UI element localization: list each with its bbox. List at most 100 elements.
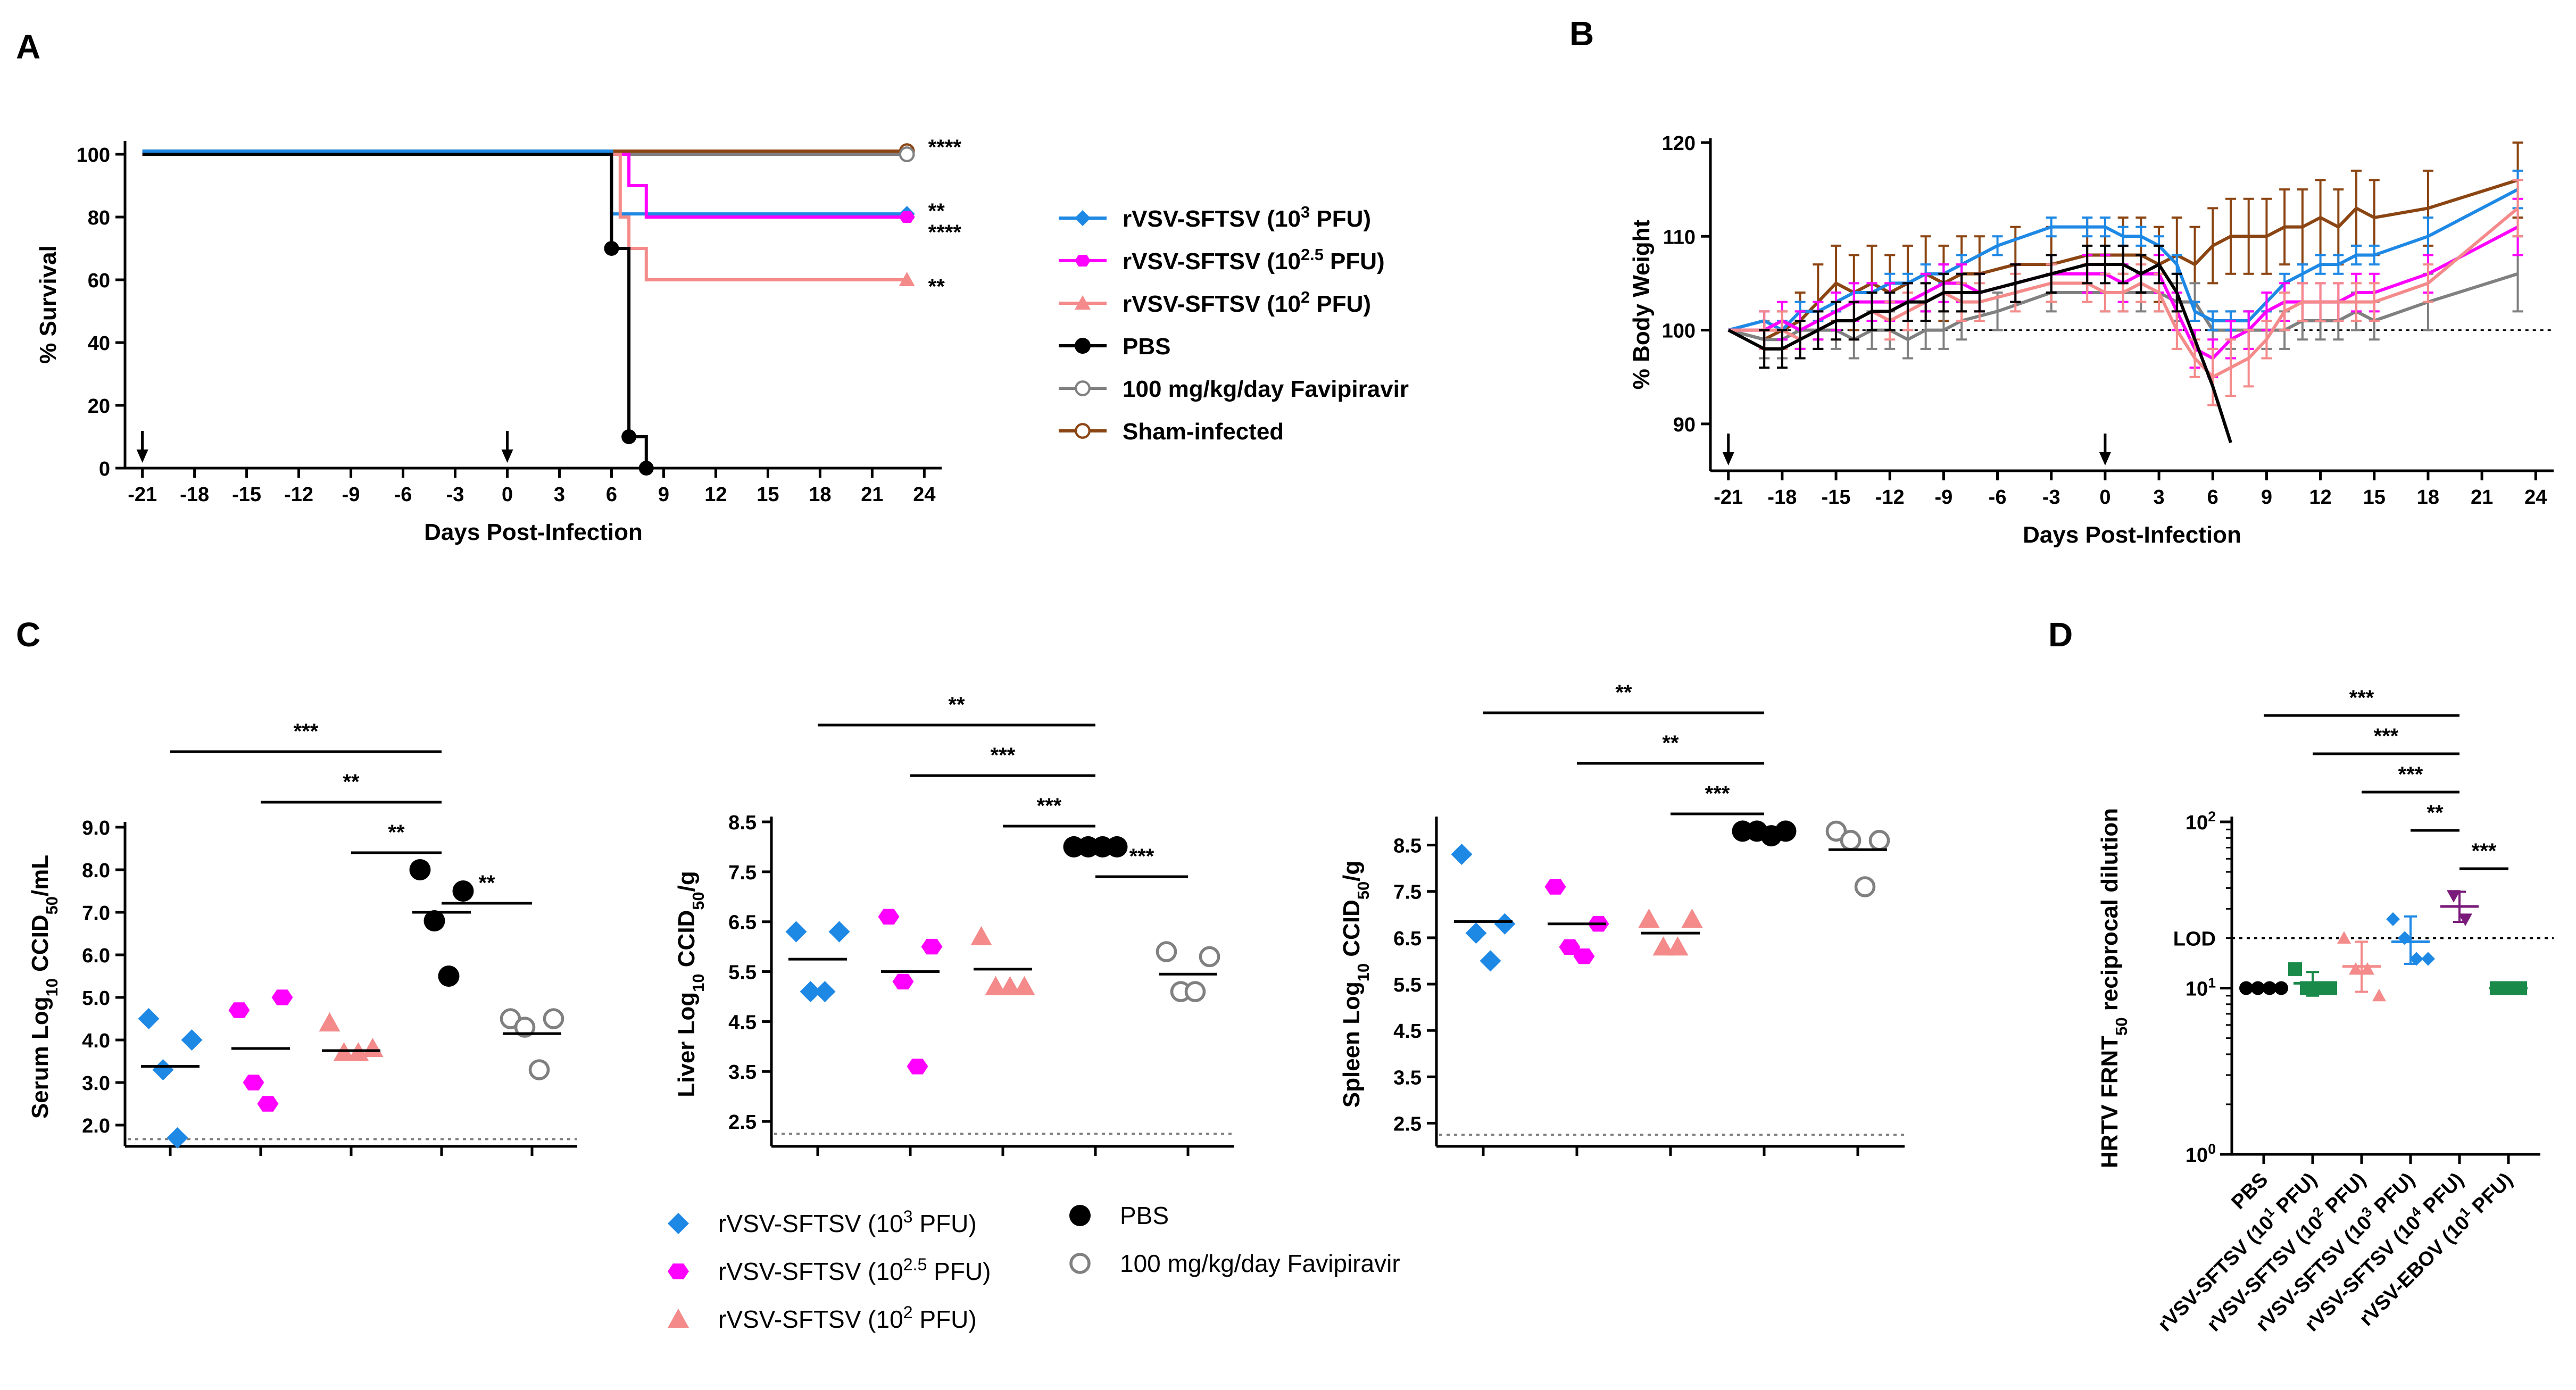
significance-label-c1: ** <box>388 821 405 844</box>
text-span: reciprocal dilution <box>2097 808 2123 1018</box>
text-span: CCID <box>1339 900 1365 963</box>
legend-label-c: 100 mg/kg/day Favipiravir <box>1120 1250 1400 1277</box>
data-point-c2 <box>1156 941 1177 962</box>
legend-label-c: rVSV-SFTSV (103 PFU) <box>718 1207 977 1237</box>
x-tick-label-a: 3 <box>554 484 565 506</box>
data-point-c3 <box>1681 909 1703 928</box>
panel-label-d: D <box>2048 615 2073 654</box>
text-span: HRTV FRNT <box>2097 1036 2123 1168</box>
data-point-d <box>2447 890 2461 903</box>
superscript: 2.5 <box>903 1255 927 1274</box>
y-tick-label-c2: 4.5 <box>728 1011 757 1034</box>
legend-label-a: rVSV-SFTSV (102 PFU) <box>1123 288 1371 318</box>
significance-label-c2: *** <box>991 744 1016 767</box>
y-tick-label-c1: 9.0 <box>82 817 110 839</box>
y-tick-label-a: 0 <box>99 458 110 480</box>
subscript: 50 <box>2112 1018 2131 1036</box>
x-tick-label-a: 12 <box>704 484 727 506</box>
significance-label-c3: ** <box>1615 681 1632 704</box>
significance-label-d: *** <box>2398 763 2423 786</box>
superscript: 1 <box>2208 975 2216 991</box>
x-tick-label-a: 21 <box>861 484 883 506</box>
superscript: 3 <box>1301 203 1310 221</box>
x-tick-label-b: 3 <box>2154 486 2165 509</box>
legend-marker-c <box>1069 1205 1091 1226</box>
text-span: 10 <box>2186 978 2208 1001</box>
survival-point <box>621 429 637 444</box>
lod-label-d: LOD <box>2173 928 2216 950</box>
y-tick-label-c2: 7.5 <box>728 862 757 884</box>
y-tick-label-d: 100 <box>2186 1141 2216 1167</box>
dose-arrow-head-a <box>501 450 513 463</box>
x-tick-label-b: -18 <box>1767 486 1797 509</box>
data-point-d <box>2409 952 2423 966</box>
text-span: PBS <box>1120 1202 1169 1229</box>
survival-point <box>604 241 619 256</box>
y-axis-label-a: % Survival <box>35 245 61 364</box>
y-tick-label-c3: 6.5 <box>1393 928 1422 950</box>
text-span: /g <box>674 871 700 892</box>
x-tick-label-b: -6 <box>1989 486 2007 509</box>
y-tick-label-c2: 8.5 <box>728 812 757 834</box>
y-axis-label-b: % Body Weight <box>1628 219 1655 389</box>
x-tick-label-b: -15 <box>1822 486 1851 509</box>
x-axis-label-b: Days Post-Infection <box>2023 522 2241 548</box>
data-point-c1 <box>228 1002 250 1018</box>
y-tick-label-a: 40 <box>88 332 110 355</box>
data-point-d <box>2458 913 2472 926</box>
significance-label-a: **** <box>928 136 962 159</box>
data-point-c2 <box>970 926 992 945</box>
x-tick-label-a: 15 <box>757 484 779 506</box>
subscript: 50 <box>43 896 61 914</box>
y-tick-label-b: 100 <box>1662 320 1696 343</box>
data-point-c1 <box>409 859 431 880</box>
text-span: rVSV-SFTSV (10 <box>1123 206 1301 232</box>
data-point-c1 <box>319 1012 340 1031</box>
significance-label-d: *** <box>2374 725 2399 748</box>
x-tick-label-b: -3 <box>2042 486 2060 509</box>
x-tick-label-b: 15 <box>2363 486 2386 509</box>
y-tick-label-c3: 2.5 <box>1393 1113 1422 1135</box>
data-point-c3 <box>1559 939 1581 955</box>
data-point-c3 <box>1854 876 1876 897</box>
y-axis-label-c1: Serum Log10 CCID50/mL <box>27 855 61 1119</box>
data-point-c2 <box>814 981 836 1003</box>
significance-label-c2: *** <box>1037 794 1062 818</box>
data-point-c2 <box>921 938 943 955</box>
superscript: 2 <box>1301 288 1310 306</box>
data-point-c1 <box>543 1008 564 1029</box>
legend-marker-a <box>1075 380 1091 396</box>
text-span: Serum Log <box>27 996 53 1119</box>
x-tick-label-a: 24 <box>913 484 935 506</box>
dose-arrow-head-b <box>1722 452 1734 465</box>
data-point-d <box>2337 931 2351 944</box>
data-point-c2 <box>1199 946 1220 968</box>
data-point-c2 <box>999 976 1021 995</box>
data-point-c1 <box>423 910 445 931</box>
y-tick-label-c3: 4.5 <box>1393 1020 1422 1043</box>
data-point-c2 <box>800 981 821 1003</box>
x-tick-label-a: 18 <box>809 484 831 506</box>
data-point-d <box>2372 988 2386 1002</box>
y-tick-label-a: 100 <box>77 144 110 167</box>
y-tick-label-b: 120 <box>1662 132 1696 155</box>
legend-marker-a <box>1075 255 1091 267</box>
y-tick-label-a: 60 <box>88 270 110 292</box>
significance-label-a: ** <box>928 275 945 298</box>
superscript: 3 <box>903 1207 913 1226</box>
survival-line <box>142 153 907 219</box>
data-point-c3 <box>1760 825 1782 847</box>
data-point-d <box>2386 912 2400 926</box>
y-tick-label-c2: 6.5 <box>728 912 757 934</box>
y-axis-label-d: HRTV FRNT50 reciprocal dilution <box>2097 808 2131 1168</box>
legend-label-c: PBS <box>1120 1202 1169 1229</box>
panel-label-c: C <box>16 615 40 654</box>
legend-label-a: Sham-infected <box>1123 419 1284 445</box>
x-tick-label-a: -6 <box>394 484 412 506</box>
data-point-c1 <box>152 1059 174 1080</box>
data-point-c1 <box>138 1008 160 1029</box>
data-point-c1 <box>257 1096 279 1112</box>
legend-label-a: rVSV-SFTSV (102.5 PFU) <box>1123 245 1385 275</box>
text-span: 100 mg/kg/day Favipiravir <box>1120 1250 1400 1277</box>
